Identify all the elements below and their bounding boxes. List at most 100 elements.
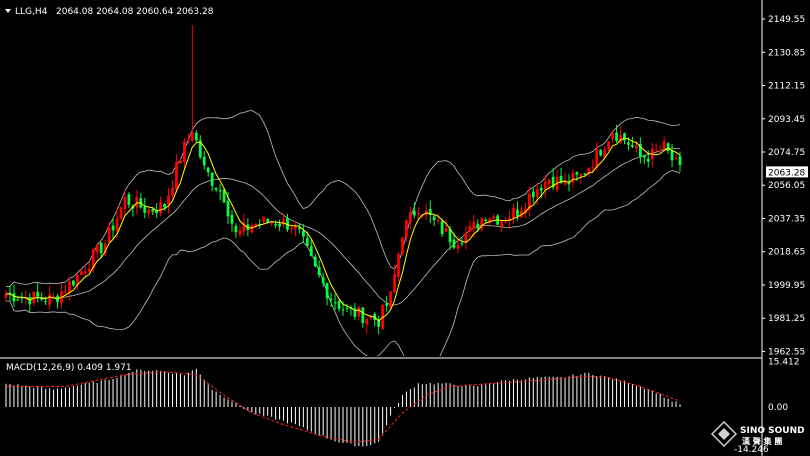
candle-body	[321, 277, 325, 284]
candle-body	[428, 209, 432, 216]
candle-body	[68, 280, 71, 293]
candle-body	[460, 243, 464, 245]
candle-body	[436, 220, 440, 222]
candle-body	[627, 142, 630, 145]
candle-body	[305, 238, 309, 247]
candle-body	[266, 219, 270, 223]
candle-body	[64, 291, 67, 293]
candle-body	[603, 149, 607, 158]
bollinger-upper-line	[5, 110, 681, 288]
candle-body	[500, 221, 503, 227]
candle-body	[333, 302, 337, 304]
candle-body	[127, 194, 131, 205]
candle-body	[456, 244, 460, 249]
candlestick-plot	[0, 0, 763, 456]
candle-body	[662, 141, 666, 149]
macd-tick-label: 15.412	[768, 358, 800, 368]
candle-body	[527, 193, 531, 211]
candle-body	[488, 218, 492, 223]
candle-body	[393, 274, 396, 293]
candle-body	[186, 138, 190, 140]
candle-body	[36, 291, 40, 297]
candle-body	[294, 225, 297, 229]
candle-body	[666, 143, 670, 151]
price-tick-label: 2149.55	[768, 15, 805, 25]
candle-body	[179, 161, 182, 164]
bollinger-middle-line	[5, 147, 681, 306]
candle-body	[40, 298, 44, 300]
candle-body	[357, 306, 361, 317]
candle-body	[155, 209, 159, 214]
candle-body	[12, 293, 16, 302]
candle-body	[516, 209, 519, 217]
candle-body	[250, 225, 254, 233]
candle-body	[559, 175, 563, 183]
candle-body	[412, 210, 416, 216]
candle-body	[654, 150, 658, 152]
candle-body	[194, 132, 198, 141]
candle-body	[579, 174, 583, 177]
candle-body	[571, 173, 575, 183]
candle-body	[270, 221, 274, 224]
candle-body	[325, 282, 329, 299]
candle-body	[202, 156, 206, 166]
candle-body	[4, 293, 8, 298]
candle-body	[674, 157, 678, 159]
price-tick-label: 1981.25	[768, 314, 805, 324]
candle-body	[218, 190, 222, 192]
macd-axis: 15.412 0.00 -14.246	[734, 358, 800, 455]
candle-body	[274, 223, 277, 226]
candle-body	[258, 223, 262, 225]
candle-body	[83, 271, 87, 274]
candle-body	[16, 299, 20, 301]
candle-body	[361, 307, 365, 323]
current-price-value: 2063.28	[768, 168, 805, 178]
candle-body	[230, 214, 234, 224]
candle-body	[115, 217, 119, 231]
candle-body	[345, 307, 349, 309]
candle-body	[79, 271, 83, 275]
price-tick-label: 2130.85	[768, 48, 805, 58]
candle-body	[198, 140, 202, 158]
candle-body	[432, 216, 436, 221]
candle-body	[87, 268, 91, 272]
candle-body	[159, 201, 163, 213]
candle-body	[440, 220, 444, 235]
candle-body	[309, 246, 313, 257]
candle-body	[167, 195, 170, 206]
candle-body	[317, 266, 321, 276]
candle-body	[353, 308, 357, 318]
candle-body	[95, 244, 99, 253]
candle-body	[472, 221, 476, 229]
dropdown-triangle-icon[interactable]	[5, 9, 11, 13]
candle-body	[504, 221, 507, 223]
candle-body	[397, 253, 400, 277]
candle-body	[484, 219, 488, 221]
candle-body	[234, 226, 238, 233]
candle-body	[591, 167, 595, 169]
candle-body	[226, 200, 230, 217]
price-tick-label: 2093.45	[768, 115, 805, 125]
candle-body	[389, 291, 392, 309]
candle-body	[301, 230, 305, 237]
candle-body	[448, 229, 452, 243]
logo-brand-text: SINO SOUND	[740, 426, 805, 436]
candle-body	[20, 297, 24, 299]
symbol-header: LLG,H4 2064.08 2064.08 2060.64 2063.28	[5, 7, 214, 17]
candle-body	[341, 309, 345, 311]
candle-body	[563, 179, 567, 185]
candle-body	[32, 291, 36, 304]
candle-body	[615, 132, 618, 141]
candle-body	[452, 239, 456, 248]
candle-body	[409, 211, 412, 223]
candle-body	[262, 216, 266, 222]
candle-body	[599, 150, 603, 156]
candle-body	[44, 301, 48, 303]
candle-body	[611, 133, 614, 140]
candle-body	[286, 217, 289, 230]
candle-body	[171, 187, 174, 196]
candle-body	[468, 226, 472, 232]
candle-body	[298, 227, 301, 230]
moving-average-line	[5, 137, 681, 322]
